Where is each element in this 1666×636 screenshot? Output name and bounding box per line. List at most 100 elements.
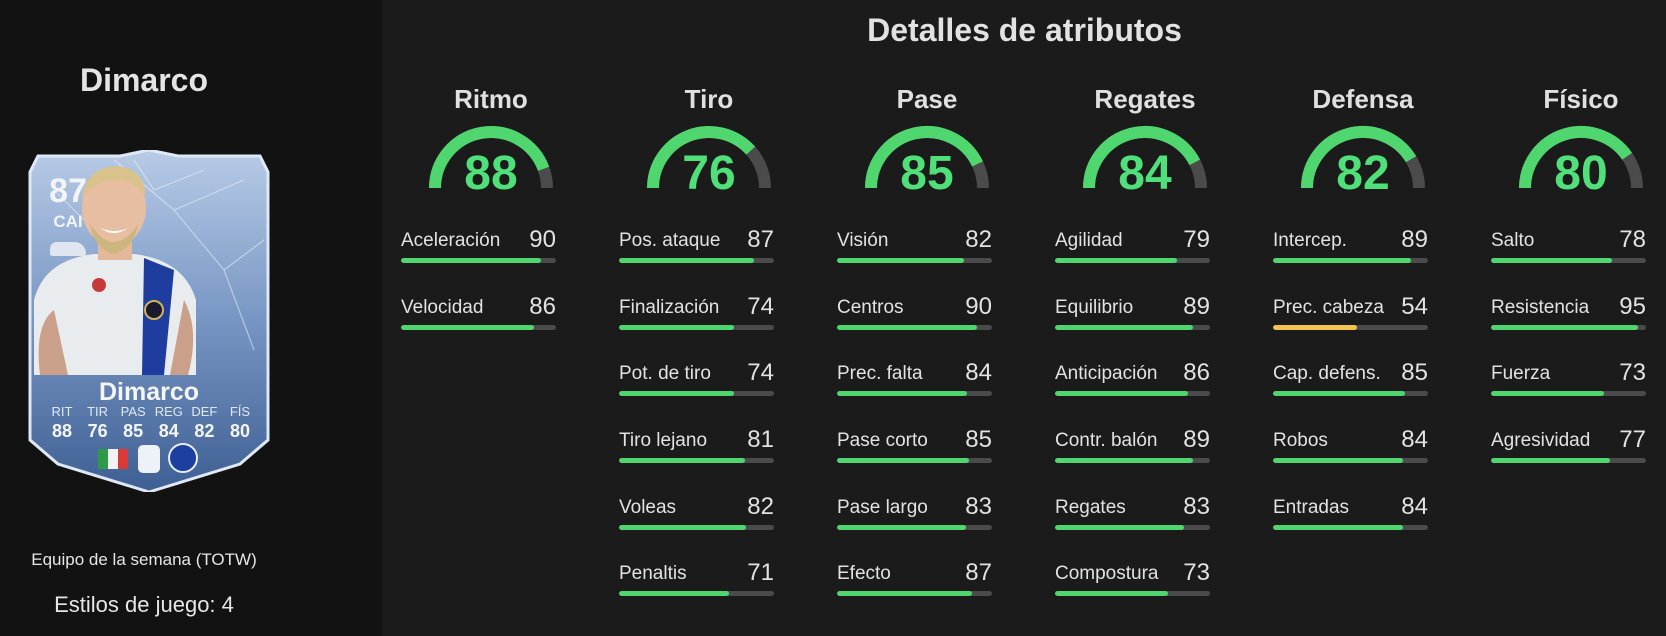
gauge-fill [1519, 126, 1633, 189]
attribute-row[interactable]: Anticipación 86 [1055, 359, 1210, 403]
attribute-row[interactable]: Regates 83 [1055, 493, 1210, 537]
attribute-bar [619, 325, 774, 330]
attribute-row[interactable]: Centros 90 [837, 293, 992, 337]
attribute-bar-fill [837, 591, 972, 596]
attribute-name: Efecto [837, 563, 891, 584]
attribute-row[interactable]: Visión 82 [837, 226, 992, 270]
attribute-row[interactable]: Tiro lejano 81 [619, 426, 774, 470]
attribute-name: Pase corto [837, 430, 928, 451]
attribute-value: 84 [965, 359, 992, 386]
attribute-bar-fill [1273, 525, 1404, 530]
attribute-bar [1491, 458, 1646, 463]
attribute-value: 84 [1401, 493, 1428, 520]
attribute-bar [1055, 458, 1210, 463]
attribute-bar-fill [1055, 325, 1193, 330]
attribute-value: 79 [1183, 226, 1210, 253]
attribute-name: Entradas [1273, 497, 1350, 518]
gauge-fill [1083, 126, 1201, 189]
attribute-name: Centros [837, 297, 904, 318]
attribute-name: Pase largo [837, 497, 928, 518]
attribute-row[interactable]: Pase corto 85 [837, 426, 992, 470]
attribute-bar [1273, 325, 1428, 330]
attribute-row[interactable]: Velocidad 86 [401, 293, 556, 337]
attribute-row[interactable]: Salto 78 [1491, 226, 1646, 270]
attribute-bar [1055, 325, 1210, 330]
attribute-bar [619, 458, 774, 463]
attribute-row[interactable]: Aceleración 90 [401, 226, 556, 270]
category-title: Ritmo [454, 84, 528, 114]
attribute-row[interactable]: Prec. falta 84 [837, 359, 992, 403]
attribute-bar-fill [619, 525, 747, 530]
attribute-row[interactable]: Prec. cabeza 54 [1273, 293, 1428, 337]
attribute-row[interactable]: Efecto 87 [837, 559, 992, 603]
card-stat: TIR 76 [82, 404, 114, 442]
attribute-row[interactable]: Penaltis 71 [619, 559, 774, 603]
attribute-row[interactable]: Robos 84 [1273, 426, 1428, 470]
attribute-bar-fill [1055, 458, 1193, 463]
attribute-row[interactable]: Cap. defens. 85 [1273, 359, 1428, 403]
category-gauge [1301, 126, 1425, 189]
attribute-name: Tiro lejano [619, 430, 708, 451]
attribute-value: 82 [747, 493, 774, 520]
attribute-name: Voleas [619, 497, 677, 518]
card-player-name: Dimarco [98, 378, 200, 406]
attribute-value: 73 [1619, 359, 1646, 386]
attribute-bar [1055, 525, 1210, 530]
attribute-bar [837, 325, 992, 330]
attribute-row[interactable]: Intercep. 89 [1273, 226, 1428, 270]
attribute-row[interactable]: Pos. ataque 87 [619, 226, 774, 270]
attribute-row[interactable]: Pot. de tiro 74 [619, 359, 774, 403]
section-title: Detalles de atributos [867, 12, 1182, 48]
attribute-row[interactable]: Fuerza 73 [1491, 359, 1646, 403]
attribute-row[interactable]: Resistencia 95 [1491, 293, 1646, 337]
category-gauge [647, 126, 771, 189]
card-stat: FÍS 80 [224, 404, 256, 442]
attribute-value: 89 [1401, 226, 1428, 253]
card-stat-label: DEF [191, 404, 218, 419]
category-gauge [429, 126, 553, 189]
attribute-bar [1491, 325, 1646, 330]
attribute-name: Pot. de tiro [619, 363, 711, 384]
player-panel: Dimarco [0, 0, 380, 636]
attribute-row[interactable]: Agilidad 79 [1055, 226, 1210, 270]
attribute-row[interactable]: Contr. balón 89 [1055, 426, 1210, 470]
attribute-bar [1491, 391, 1646, 396]
attribute-value: 90 [529, 226, 556, 253]
card-stat-label: TIR [87, 404, 109, 419]
attribute-bar-fill [837, 258, 965, 263]
attribute-value: 73 [1183, 559, 1210, 586]
card-stats: RIT 88 TIR 76 PAS 85 REG 84 DEF 82 FÍS 8… [46, 404, 256, 442]
attribute-bar [1273, 258, 1428, 263]
attribute-value: 95 [1619, 293, 1646, 320]
category-title: Pase [896, 84, 958, 114]
attribute-row[interactable]: Pase largo 83 [837, 493, 992, 537]
gauge-fill [429, 126, 550, 189]
playstyles-count[interactable]: Estilos de juego: 4 [54, 592, 234, 617]
category-gauge [1519, 126, 1643, 189]
attribute-row[interactable]: Entradas 84 [1273, 493, 1428, 537]
card-stat-label: FÍS [229, 404, 251, 419]
attribute-value: 78 [1619, 226, 1646, 253]
attribute-row[interactable]: Agresividad 77 [1491, 426, 1646, 470]
attribute-bar-fill [1491, 325, 1639, 330]
card-stat: RIT 88 [46, 404, 78, 442]
attribute-bar [619, 525, 774, 530]
attribute-bar [837, 458, 992, 463]
attribute-name: Finalización [619, 297, 720, 318]
attribute-row[interactable]: Voleas 82 [619, 493, 774, 537]
attribute-row[interactable]: Finalización 74 [619, 293, 774, 337]
attribute-bar-fill [1491, 258, 1612, 263]
attribute-name: Resistencia [1491, 297, 1590, 318]
player-card[interactable]: 87 CAI Dimarco RIT 88 TIR 76 PAS 85 REG … [24, 150, 274, 492]
card-stat: REG 84 [153, 404, 185, 442]
attribute-value: 84 [1401, 426, 1428, 453]
attribute-value: 54 [1401, 293, 1428, 320]
category-title: Físico [1543, 84, 1619, 114]
attribute-value: 89 [1183, 426, 1210, 453]
attribute-value: 85 [965, 426, 992, 453]
attribute-row[interactable]: Compostura 73 [1055, 559, 1210, 603]
gauge-fill [865, 126, 983, 189]
attribute-row[interactable]: Equilibrio 89 [1055, 293, 1210, 337]
attribute-bar-fill [619, 591, 730, 596]
attribute-bar-fill [837, 391, 968, 396]
